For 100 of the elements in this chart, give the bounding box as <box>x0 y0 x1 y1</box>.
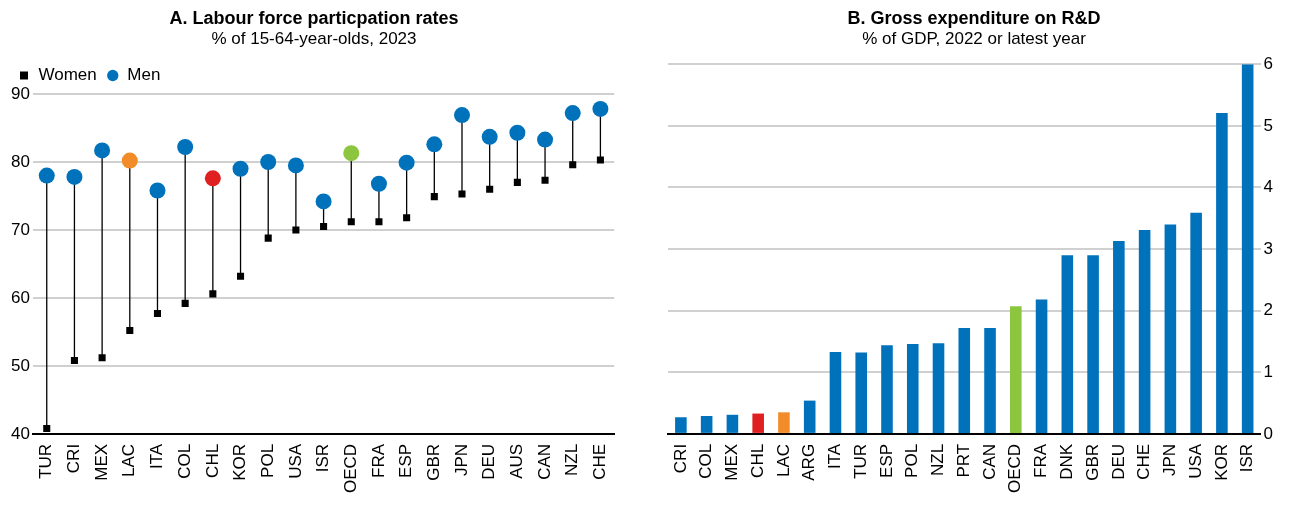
y-tick-label: 80 <box>10 151 30 171</box>
x-tick-label: DEU <box>1108 443 1128 480</box>
legend-label: Men <box>127 65 161 85</box>
x-tick-label: OECD <box>1005 443 1025 494</box>
point <box>398 154 415 171</box>
bar <box>752 413 764 433</box>
x-tick-label: KOR <box>230 443 250 481</box>
x-tick-label: ARG <box>799 443 819 481</box>
bar <box>1190 212 1202 433</box>
bar <box>1035 299 1048 433</box>
chart-title: B. Gross expenditure on R&D <box>846 8 1102 29</box>
x-tick-label: NZL <box>562 443 582 477</box>
bar <box>855 352 868 433</box>
point <box>204 170 221 187</box>
x-tick-label: LAC <box>773 443 793 477</box>
point <box>232 160 249 177</box>
point <box>292 226 300 234</box>
y2-tick-label: 4 <box>1263 177 1274 197</box>
y2-tick-label: 2 <box>1263 300 1274 320</box>
x-tick-label: JPN <box>451 443 471 477</box>
point <box>430 193 438 201</box>
point <box>153 310 162 318</box>
bar <box>803 400 816 433</box>
x-tick-label: FRA <box>1031 443 1051 478</box>
x-tick-label: CRI <box>64 443 84 474</box>
x-tick-label: DEU <box>479 443 499 480</box>
bar <box>829 351 842 433</box>
x-tick-label: TUR <box>850 443 870 479</box>
x-tick-label: PRT <box>953 443 973 478</box>
point <box>347 218 355 226</box>
point <box>38 167 55 184</box>
y-tick-label: 70 <box>10 219 30 239</box>
bar <box>958 327 971 433</box>
x-tick-label: CHL <box>747 443 767 478</box>
point <box>320 223 328 231</box>
point <box>94 142 111 159</box>
bar <box>1061 255 1074 433</box>
bar <box>700 416 713 433</box>
chart-subtitle: % of GDP, 2022 or latest year <box>861 29 1087 49</box>
point <box>177 139 194 156</box>
y-tick-label: 40 <box>10 423 30 443</box>
x-tick-label: POL <box>902 443 922 478</box>
x-tick-label: GBR <box>424 443 443 481</box>
point <box>315 193 332 210</box>
bar <box>675 417 687 433</box>
chart-subtitle: % of 15-64-year-olds, 2023 <box>210 29 418 49</box>
y-tick-label: 50 <box>10 355 30 375</box>
point <box>98 354 106 362</box>
x-tick-label: ITA <box>147 443 167 470</box>
point <box>509 124 526 141</box>
point <box>541 176 549 184</box>
point <box>287 157 304 174</box>
point <box>121 152 138 169</box>
x-tick-label: CHE <box>590 443 610 480</box>
x-tick-label: LAC <box>119 443 139 477</box>
bar <box>1241 64 1254 433</box>
x-tick-label: AUS <box>507 443 527 479</box>
bar <box>1138 229 1151 433</box>
point <box>592 100 609 117</box>
x-tick-label: USA <box>285 443 305 479</box>
x-tick-label: COL <box>696 443 716 479</box>
y-tick-label: 60 <box>10 287 30 307</box>
point <box>370 175 387 192</box>
bar <box>1010 306 1022 433</box>
x-tick-label: CHE <box>1134 443 1154 480</box>
x-tick-label: ISR <box>313 443 333 473</box>
point <box>513 178 521 186</box>
point <box>486 185 494 193</box>
chart-title: A. Labour force particpation rates <box>168 8 460 29</box>
x-tick-label: OECD <box>340 443 360 494</box>
x-tick-label: MEX <box>722 443 742 481</box>
point <box>537 131 554 148</box>
x-tick-label: KOR <box>1211 443 1231 481</box>
x-tick-label: JPN <box>1160 443 1180 477</box>
x-tick-label: MEX <box>91 443 111 481</box>
bar <box>1087 255 1099 433</box>
point <box>43 424 51 432</box>
bar <box>778 412 790 433</box>
point <box>454 107 470 124</box>
legend-label: Women <box>38 65 97 85</box>
point <box>426 136 443 153</box>
y2-tick-label: 6 <box>1263 53 1274 73</box>
y2-tick-label: 5 <box>1263 115 1274 135</box>
x-tick-label: ESP <box>396 443 416 478</box>
x-tick-label: FRA <box>368 443 388 478</box>
point <box>458 190 466 198</box>
point <box>237 272 245 280</box>
point <box>149 182 166 199</box>
point <box>564 105 581 122</box>
x-tick-label: USA <box>1185 443 1205 479</box>
point <box>403 214 411 222</box>
bar <box>906 343 919 433</box>
point <box>126 327 134 335</box>
y2-tick-label: 0 <box>1263 423 1274 443</box>
x-tick-label: ISR <box>1237 443 1257 473</box>
bar <box>1113 241 1125 433</box>
point <box>375 218 383 226</box>
x-tick-label: TUR <box>36 443 56 479</box>
x-tick-label: CAN <box>534 443 554 480</box>
x-tick-label: ITA <box>825 443 845 470</box>
